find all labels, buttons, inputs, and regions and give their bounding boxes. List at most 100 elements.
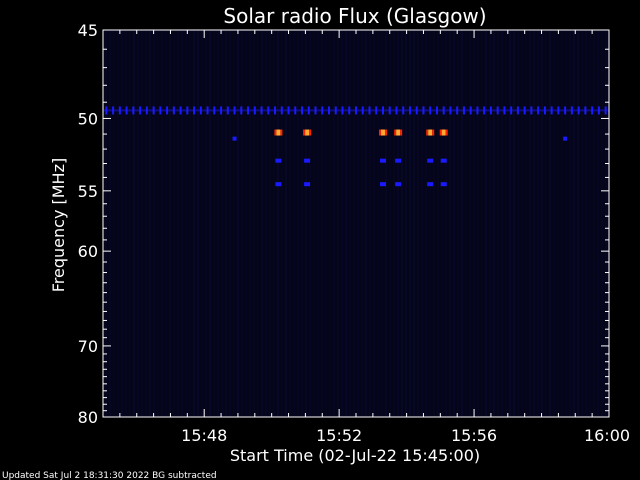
burst-echo [427, 182, 434, 187]
noise-column [533, 30, 535, 417]
burst-edge [280, 129, 283, 136]
noise-column [149, 30, 151, 417]
noise-column [213, 30, 215, 417]
noise-column [221, 30, 223, 417]
noise-column [173, 30, 175, 417]
noise-column [205, 30, 207, 417]
interference-spike [260, 106, 263, 115]
noise-column [305, 30, 307, 417]
interference-spike [355, 106, 357, 115]
noise-column [557, 30, 559, 417]
noise-column [265, 30, 267, 417]
noise-column [417, 30, 419, 417]
noise-column [477, 30, 479, 417]
interference-spike [314, 106, 317, 115]
burst-echo [275, 158, 282, 163]
burst-core [380, 129, 385, 136]
burst-core [396, 129, 401, 136]
interference-spike [253, 106, 256, 115]
noise-column [581, 30, 583, 417]
interference-spike [584, 106, 587, 115]
interference-spike [186, 106, 189, 115]
noise-column [585, 30, 587, 417]
noise-column [345, 30, 347, 417]
noise-column [301, 30, 303, 417]
noise-column [329, 30, 331, 417]
noise-column [537, 30, 539, 417]
noise-column [513, 30, 515, 417]
interference-spike [570, 106, 573, 115]
interference-spike [381, 106, 384, 115]
noise-column [293, 30, 295, 417]
interference-spike [226, 106, 229, 115]
interference-spike [469, 106, 472, 115]
burst-echo [304, 182, 311, 187]
noise-column [349, 30, 351, 417]
interference-spike [166, 106, 169, 115]
burst-core [441, 129, 446, 136]
interference-spike [125, 106, 128, 115]
interference-spike [368, 106, 371, 115]
noise-column [381, 30, 383, 417]
noise-column [361, 30, 363, 417]
noise-column [521, 30, 523, 417]
noise-column [233, 30, 235, 417]
interference-spike [591, 106, 594, 115]
noise-column [569, 30, 571, 417]
interference-spike [537, 106, 540, 115]
noise-column [457, 30, 459, 417]
noise-column [405, 30, 407, 417]
noise-column [269, 30, 271, 417]
noise-column [449, 30, 451, 417]
burst-edge [432, 129, 435, 136]
interference-spike [213, 106, 216, 115]
background-noise [105, 30, 607, 417]
y-axis-label: Frequency [MHz] [49, 158, 68, 292]
noise-column [461, 30, 463, 417]
interference-spike [543, 106, 546, 115]
noise-column [197, 30, 199, 417]
noise-column [137, 30, 139, 417]
noise-column [517, 30, 519, 417]
noise-column [401, 30, 403, 417]
interference-spike [132, 106, 135, 115]
noise-column [153, 30, 155, 417]
noise-column [409, 30, 411, 417]
noise-column [393, 30, 395, 417]
noise-column [505, 30, 507, 417]
interference-spike [483, 106, 486, 115]
interference-spike [375, 106, 378, 115]
burst-echo [427, 158, 434, 163]
noise-column [525, 30, 527, 417]
interference-spike [267, 106, 270, 115]
noise-column [253, 30, 255, 417]
interference-spike [503, 106, 506, 115]
interference-spike [395, 106, 398, 115]
noise-column [217, 30, 219, 417]
noise-column [597, 30, 599, 417]
update-footer: Updated Sat Jul 2 18:31:30 2022 BG subtr… [2, 471, 217, 480]
noise-column [157, 30, 159, 417]
interference-spike [247, 106, 250, 115]
noise-column [321, 30, 323, 417]
interference-spike [429, 106, 432, 115]
y-axis: 45 50 55 60 70 80 [78, 21, 609, 427]
noise-column [593, 30, 595, 417]
interference-spike [557, 106, 560, 115]
interference-spike [604, 106, 607, 115]
burst-edge [439, 129, 442, 136]
noise-column [437, 30, 439, 417]
noise-column [385, 30, 387, 417]
interference-spike [442, 106, 445, 115]
interference-spike [361, 106, 364, 115]
noise-column [589, 30, 591, 417]
noise-column [109, 30, 111, 417]
burst-edge [426, 129, 429, 136]
noise-column [237, 30, 239, 417]
noise-column [125, 30, 127, 417]
burst-echo [379, 182, 386, 187]
noise-column [601, 30, 603, 417]
noise-column [297, 30, 299, 417]
burst-core [428, 129, 433, 136]
interference-spike [341, 106, 344, 115]
